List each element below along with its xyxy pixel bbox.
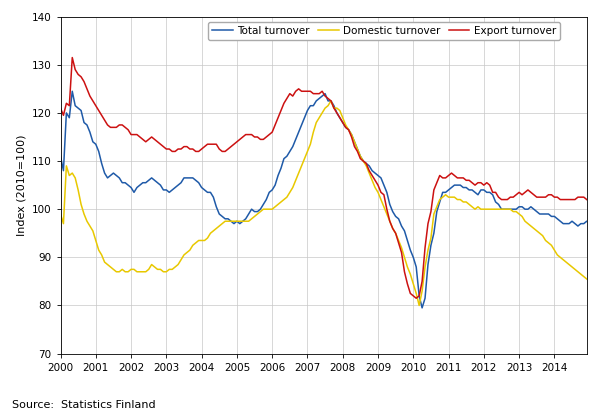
Domestic turnover — [416, 303, 423, 308]
Line: Export turnover: Export turnover — [60, 57, 605, 298]
Domestic turnover — [583, 277, 590, 282]
Y-axis label: Index (2010=100): Index (2010=100) — [16, 134, 26, 236]
Total turnover — [68, 89, 76, 94]
Domestic turnover — [57, 211, 64, 216]
Line: Domestic turnover: Domestic turnover — [60, 101, 605, 305]
Export turnover — [413, 296, 420, 301]
Total turnover — [601, 226, 605, 231]
Domestic turnover — [157, 267, 164, 272]
Domestic turnover — [327, 98, 335, 103]
Domestic turnover — [68, 171, 76, 176]
Export turnover — [583, 197, 590, 202]
Export turnover — [57, 106, 64, 111]
Export turnover — [68, 55, 76, 60]
Total turnover — [566, 221, 573, 226]
Total turnover — [357, 154, 364, 159]
Export turnover — [471, 183, 479, 188]
Domestic turnover — [74, 188, 82, 193]
Export turnover — [160, 144, 167, 149]
Total turnover — [321, 91, 329, 96]
Export turnover — [183, 144, 191, 149]
Total turnover — [419, 305, 426, 310]
Legend: Total turnover, Domestic turnover, Export turnover: Total turnover, Domestic turnover, Expor… — [208, 22, 560, 40]
Domestic turnover — [180, 253, 188, 258]
Total turnover — [57, 154, 64, 159]
Total turnover — [269, 188, 276, 193]
Line: Total turnover: Total turnover — [60, 91, 605, 308]
Export turnover — [77, 74, 85, 79]
Export turnover — [71, 67, 79, 72]
Text: Source:  Statistics Finland: Source: Statistics Finland — [12, 400, 155, 410]
Domestic turnover — [471, 207, 479, 212]
